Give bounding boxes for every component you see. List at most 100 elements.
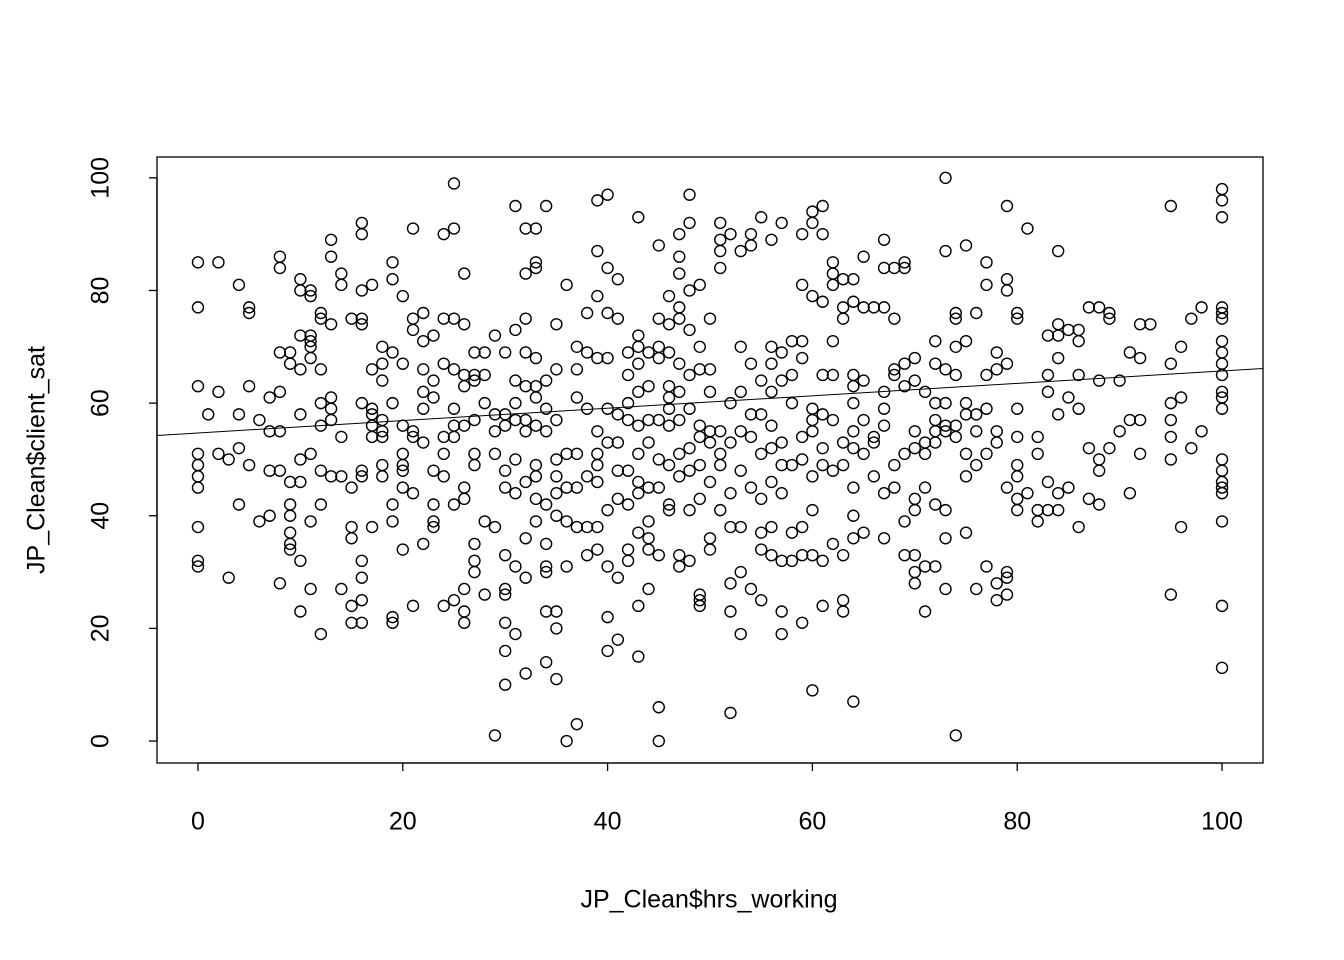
point [376,458,389,472]
point [847,273,860,286]
point [355,284,369,297]
point [509,323,522,337]
point [437,470,450,483]
point [468,368,481,382]
point [376,374,389,387]
point [427,515,440,528]
point [673,357,686,370]
point [1123,487,1137,500]
point [263,391,276,404]
point [304,515,317,528]
point [673,385,686,399]
point [458,605,471,618]
y-tick-label: 100 [87,157,115,199]
point [632,329,645,342]
point [836,273,850,286]
point [529,492,543,506]
point [611,464,625,477]
point [949,729,962,742]
point [478,515,491,528]
point [191,447,205,461]
point [437,227,450,241]
point [673,267,686,280]
point [468,554,481,568]
point [673,447,686,461]
point [406,222,420,235]
point [939,396,952,410]
point [570,447,584,461]
point [632,447,645,461]
point [980,278,993,292]
point [959,334,973,348]
point [1103,306,1116,320]
point [939,363,952,376]
point [273,577,287,590]
point [632,487,645,500]
point [693,419,706,432]
point [324,470,338,483]
point [263,425,276,438]
point [498,464,512,477]
point [775,436,788,449]
point [673,312,686,325]
point [1215,599,1229,613]
point [734,244,747,258]
point [765,357,778,370]
point [857,413,870,427]
point [601,644,614,658]
point [1103,441,1116,455]
point [662,503,676,517]
point [908,441,922,455]
point [488,425,502,438]
point [1133,318,1147,331]
point [652,481,665,494]
point [621,346,635,359]
y-tick-label: 20 [87,614,115,642]
point [980,560,993,573]
point [376,425,389,438]
point [621,464,635,477]
point [304,284,317,297]
point [539,425,553,438]
point [826,334,840,348]
point [591,543,604,556]
point [714,261,727,275]
point [355,554,369,568]
point [591,425,604,438]
point [386,346,399,359]
point [775,458,788,472]
point [560,515,573,528]
point [980,368,993,382]
point [458,582,471,596]
point [437,312,450,325]
point [1031,430,1044,444]
point [652,548,665,562]
point [765,385,778,399]
point [611,408,625,421]
point [406,323,420,337]
point [652,413,665,427]
point [673,250,686,263]
point [1041,475,1055,489]
point [1164,199,1178,213]
point [888,368,901,382]
point [949,419,962,432]
point [959,239,973,252]
point [529,419,543,432]
point [959,408,973,421]
point [324,391,338,404]
point [365,278,379,292]
point [1215,487,1229,500]
point [908,351,922,365]
point [836,594,850,607]
point [1215,182,1229,196]
point [980,256,993,269]
point [683,554,696,568]
point [724,577,737,590]
point [1062,481,1075,494]
point [734,520,747,534]
point [714,458,727,472]
point [458,267,471,280]
point [775,346,788,359]
